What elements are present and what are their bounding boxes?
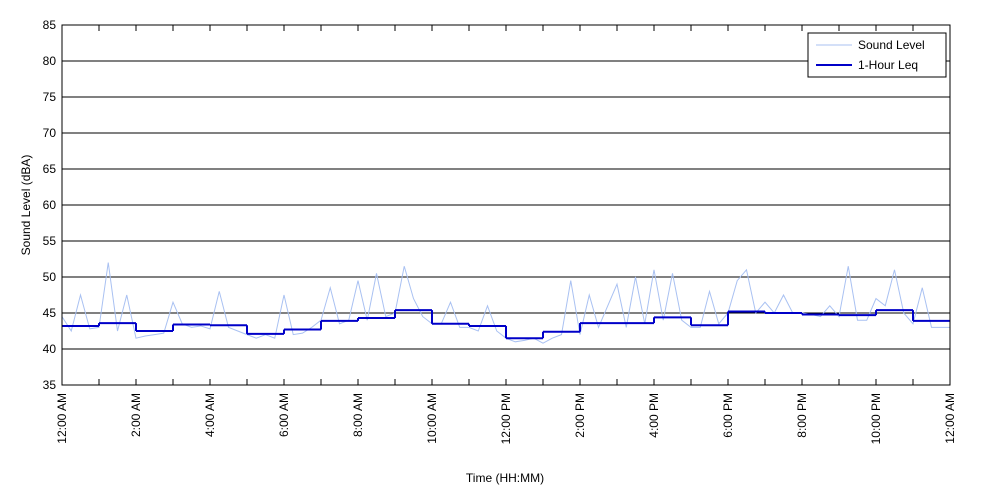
x-tick-label: 12:00 AM [55, 393, 69, 444]
y-tick-label: 70 [43, 126, 57, 140]
x-tick-label: 8:00 PM [795, 393, 809, 438]
legend-box [807, 32, 947, 78]
y-tick-label: 55 [43, 234, 57, 248]
x-tick-label: 12:00 AM [943, 393, 957, 444]
plot-frame [61, 24, 951, 386]
y-tick-label: 50 [43, 270, 57, 284]
x-tick-label: 6:00 PM [721, 393, 735, 438]
y-tick-label: 80 [43, 54, 57, 68]
legend-label: Sound Level [858, 38, 925, 52]
x-tick-label: 10:00 AM [425, 393, 439, 444]
x-tick-label: 8:00 AM [351, 393, 365, 437]
y-tick-label: 85 [43, 18, 57, 32]
x-axis-label: Time (HH:MM) [466, 471, 544, 485]
x-tick-label: 2:00 AM [129, 393, 143, 437]
x-tick-label: 10:00 PM [869, 393, 883, 444]
x-tick-label: 6:00 AM [277, 393, 291, 437]
y-tick-label: 45 [43, 306, 57, 320]
x-tick-label: 2:00 PM [573, 393, 587, 438]
legend-label: 1-Hour Leq [858, 58, 918, 72]
y-tick-label: 40 [43, 342, 57, 356]
y-tick-label: 75 [43, 90, 57, 104]
y-tick-label: 35 [43, 378, 57, 392]
y-axis-label: Sound Level (dBA) [19, 155, 33, 256]
x-tick-label: 12:00 PM [499, 393, 513, 444]
x-tick-label: 4:00 PM [647, 393, 661, 438]
x-tick-label: 4:00 AM [203, 393, 217, 437]
y-tick-label: 60 [43, 198, 57, 212]
y-tick-label: 65 [43, 162, 57, 176]
